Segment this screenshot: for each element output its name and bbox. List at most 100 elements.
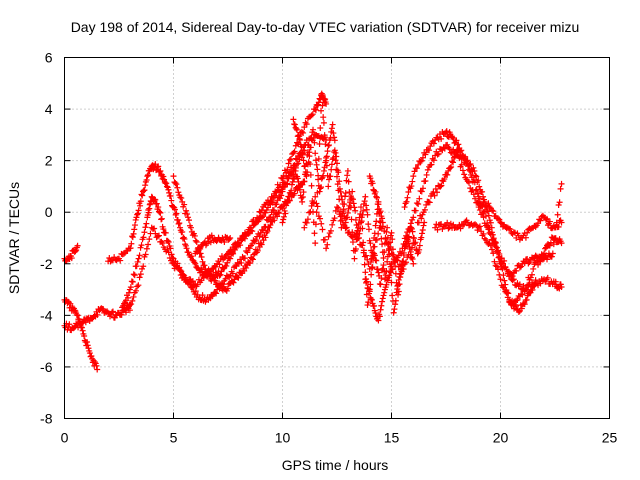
- data-point: [399, 245, 406, 252]
- data-point: [554, 211, 561, 218]
- data-point: [303, 121, 310, 128]
- data-point: [296, 133, 303, 140]
- data-point: [557, 281, 564, 288]
- data-point: [328, 161, 335, 168]
- data-point: [371, 302, 378, 309]
- x-tick-label: 15: [384, 430, 400, 446]
- data-point: [133, 263, 140, 270]
- data-point: [514, 296, 521, 303]
- data-point: [300, 157, 307, 164]
- data-point: [336, 185, 343, 192]
- data-point: [363, 202, 370, 209]
- data-point: [167, 245, 174, 252]
- data-point: [409, 228, 416, 235]
- data-point: [361, 261, 368, 268]
- data-point: [428, 161, 435, 168]
- data-point: [291, 162, 298, 169]
- data-point: [154, 233, 161, 240]
- data-point: [416, 242, 423, 249]
- data-point: [434, 226, 441, 233]
- data-point: [407, 248, 414, 255]
- data-point: [522, 234, 529, 241]
- data-point: [152, 196, 159, 203]
- data-point: [276, 210, 283, 217]
- data-point: [290, 149, 297, 156]
- data-point: [163, 180, 170, 187]
- data-point: [415, 161, 422, 168]
- data-point: [81, 332, 88, 339]
- data-point: [384, 277, 391, 284]
- data-point: [311, 139, 318, 146]
- data-point: [519, 291, 526, 298]
- data-point: [377, 281, 384, 288]
- data-point: [127, 284, 134, 291]
- data-point: [213, 290, 220, 297]
- data-point: [397, 274, 404, 281]
- data-point: [357, 204, 364, 211]
- data-point: [503, 289, 510, 296]
- data-point: [284, 196, 291, 203]
- data-point: [175, 189, 182, 196]
- data-point: [133, 214, 140, 221]
- data-point: [368, 296, 375, 303]
- data-point: [430, 140, 437, 147]
- data-point: [319, 226, 326, 233]
- data-point: [279, 183, 286, 190]
- data-point: [135, 282, 142, 289]
- data-point: [167, 192, 174, 199]
- data-point: [546, 242, 553, 249]
- data-point: [507, 226, 514, 233]
- data-point: [361, 198, 368, 205]
- data-point: [75, 324, 82, 331]
- data-point: [216, 261, 223, 268]
- data-point: [404, 194, 411, 201]
- data-point: [277, 189, 284, 196]
- data-point: [431, 192, 438, 199]
- data-point: [238, 259, 245, 266]
- data-point: [411, 168, 418, 175]
- data-point: [335, 169, 342, 176]
- data-point: [518, 263, 525, 270]
- data-point: [452, 151, 459, 158]
- data-point: [328, 125, 335, 132]
- data-point: [543, 216, 550, 223]
- data-point: [272, 192, 279, 199]
- data-point: [407, 220, 414, 227]
- data-point: [392, 301, 399, 308]
- data-point: [375, 317, 382, 324]
- data-point: [306, 209, 313, 216]
- data-point: [374, 266, 381, 273]
- data-point: [492, 262, 499, 269]
- data-point: [381, 289, 388, 296]
- data-point: [205, 271, 212, 278]
- data-point: [300, 129, 307, 136]
- data-point: [134, 258, 141, 265]
- data-point: [373, 194, 380, 201]
- data-point: [558, 180, 565, 187]
- data-point: [289, 178, 296, 185]
- data-point: [422, 151, 429, 158]
- data-point: [373, 236, 380, 243]
- data-point: [558, 240, 565, 247]
- data-point: [288, 187, 295, 194]
- data-point: [389, 251, 396, 258]
- data-point: [481, 199, 488, 206]
- data-point: [475, 177, 482, 184]
- data-point: [412, 207, 419, 214]
- data-point: [143, 220, 150, 227]
- data-point: [173, 210, 180, 217]
- data-point: [163, 183, 170, 190]
- data-point: [438, 182, 445, 189]
- data-point: [435, 150, 442, 157]
- data-point: [305, 159, 312, 166]
- data-point: [266, 224, 273, 231]
- data-point: [299, 181, 306, 188]
- data-point: [516, 281, 523, 288]
- data-point: [108, 309, 115, 316]
- data-point: [324, 241, 331, 248]
- data-point: [294, 175, 301, 182]
- data-point: [518, 290, 525, 297]
- data-point: [237, 242, 244, 249]
- data-point: [370, 252, 377, 259]
- data-point: [142, 182, 149, 189]
